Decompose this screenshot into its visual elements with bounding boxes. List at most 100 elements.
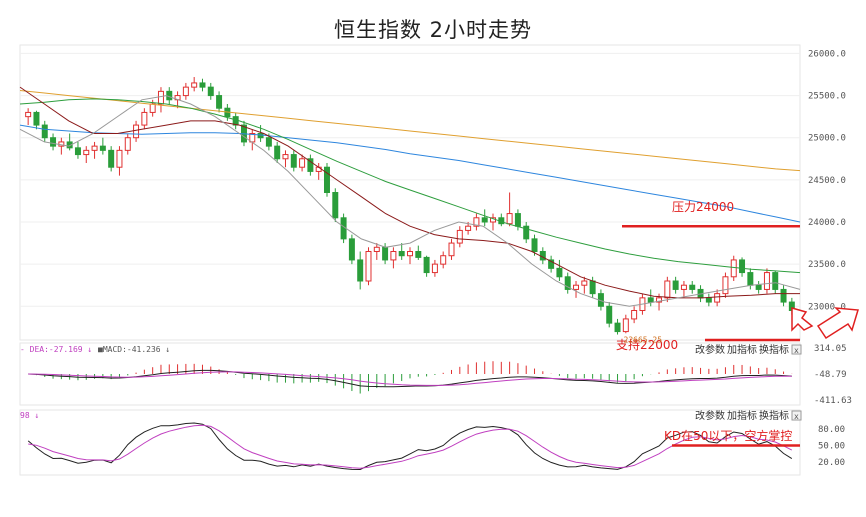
macd-toolbar-1[interactable]: 加指标 [727, 343, 757, 356]
candle-down [332, 192, 339, 219]
candle-down [739, 259, 746, 274]
low-price-label: 22665.25 [624, 336, 663, 345]
price-tick-label: 24000.0 [808, 218, 846, 228]
candle-down [307, 158, 314, 172]
candle-up [448, 242, 455, 257]
candle-down [606, 305, 613, 324]
kdj-tick-label: 50.00 [818, 442, 845, 452]
candle-down [274, 145, 281, 160]
kdj-tick-label: 80.00 [818, 425, 845, 435]
moving-average-line [19, 98, 801, 274]
candle-up [407, 251, 413, 257]
price-panel-frame [19, 44, 801, 341]
candle-down [216, 95, 223, 109]
candle-down [382, 246, 389, 261]
kdj-tick-label: 20.00 [818, 458, 845, 468]
chart-title: 恒生指数 2小时走势 [333, 18, 533, 42]
candle-down [357, 259, 364, 282]
candle-down [108, 149, 115, 168]
price-tick-label: 23000.0 [808, 302, 846, 312]
price-tick-label: 25000.0 [808, 134, 846, 144]
kdj-value-label: 98 ↓ [20, 411, 39, 420]
candle-up [25, 111, 32, 118]
candle-up [182, 86, 189, 97]
candle-up [680, 284, 687, 290]
macd-toolbar-0[interactable]: 改参数 [695, 343, 725, 356]
candle-up [91, 145, 98, 151]
candle-up [83, 149, 90, 156]
candle-up [456, 229, 463, 244]
close-icon: x [794, 346, 799, 355]
macd-tick-label: 314.05 [814, 344, 847, 354]
candle-up [465, 225, 472, 231]
candle-down [514, 213, 521, 227]
moving-average-line [19, 86, 800, 299]
candle-down [556, 267, 563, 278]
candle-down [41, 124, 48, 139]
candle-up [631, 310, 638, 320]
candle-down [548, 259, 555, 269]
candle-up [299, 158, 306, 168]
candle-down [50, 137, 57, 147]
candle-up [157, 90, 164, 105]
candle-down [689, 284, 696, 290]
candle-up [664, 280, 671, 299]
candle-down [99, 145, 106, 151]
price-tick-label: 24500.0 [808, 176, 846, 186]
candle-down [523, 225, 530, 240]
down-arrow-icon [791, 307, 814, 332]
candle-down [780, 288, 787, 303]
macd-close-button[interactable] [791, 344, 802, 355]
candle-down [348, 238, 355, 261]
candle-up [722, 276, 729, 295]
candle-down [672, 280, 679, 290]
moving-average-line [19, 124, 801, 223]
candle-down [772, 272, 779, 290]
candle-up [622, 318, 629, 333]
support-label: 支持22000 [616, 337, 678, 352]
candle-up [133, 124, 140, 139]
kdj-panel-frame [19, 409, 801, 476]
candle-down [705, 297, 712, 303]
close-icon: x [794, 412, 799, 421]
kdj-toolbar-1[interactable]: 加指标 [727, 409, 757, 422]
candle-up [656, 297, 663, 303]
candle-up [390, 251, 397, 261]
macd-tick-label: -48.79 [814, 370, 847, 380]
candle-up [373, 246, 380, 253]
candle-up [365, 251, 372, 282]
macd-toolbar-2[interactable]: 换指标 [759, 343, 789, 356]
down-arrow-icon [816, 307, 859, 340]
candle-down [265, 137, 272, 147]
candle-down [755, 284, 762, 290]
moving-average-line [19, 95, 801, 307]
candle-down [74, 147, 81, 156]
kdj-toolbar-0[interactable]: 改参数 [695, 409, 725, 422]
kdj-k-line [27, 422, 793, 471]
price-tick-label: 25500.0 [808, 92, 846, 102]
candle-down [564, 276, 571, 290]
candle-up [714, 293, 721, 303]
price-tick-label: 26000.0 [808, 49, 846, 59]
moving-average-line [19, 90, 801, 172]
resistance-label: 压力24000 [672, 200, 734, 214]
kdj-close-button[interactable] [791, 410, 802, 421]
kdj-toolbar-2[interactable]: 换指标 [759, 409, 789, 422]
candle-up [573, 284, 580, 290]
candle-down [33, 111, 40, 126]
candle-up [124, 137, 131, 151]
price-tick-label: 23500.0 [808, 260, 846, 270]
candle-up [730, 259, 737, 278]
candle-up [506, 213, 513, 225]
candle-down [207, 86, 214, 97]
candle-down [647, 297, 654, 303]
macd-dea-line [28, 371, 792, 386]
candle-up [431, 263, 438, 274]
candle-down [423, 256, 430, 274]
candle-down [589, 280, 596, 295]
candle-down [257, 133, 264, 139]
candle-up [440, 255, 447, 265]
candle-up [141, 111, 148, 126]
macd-value-label: ■MACD:-41.236 ↓ [98, 345, 170, 354]
candle-down [199, 82, 206, 88]
